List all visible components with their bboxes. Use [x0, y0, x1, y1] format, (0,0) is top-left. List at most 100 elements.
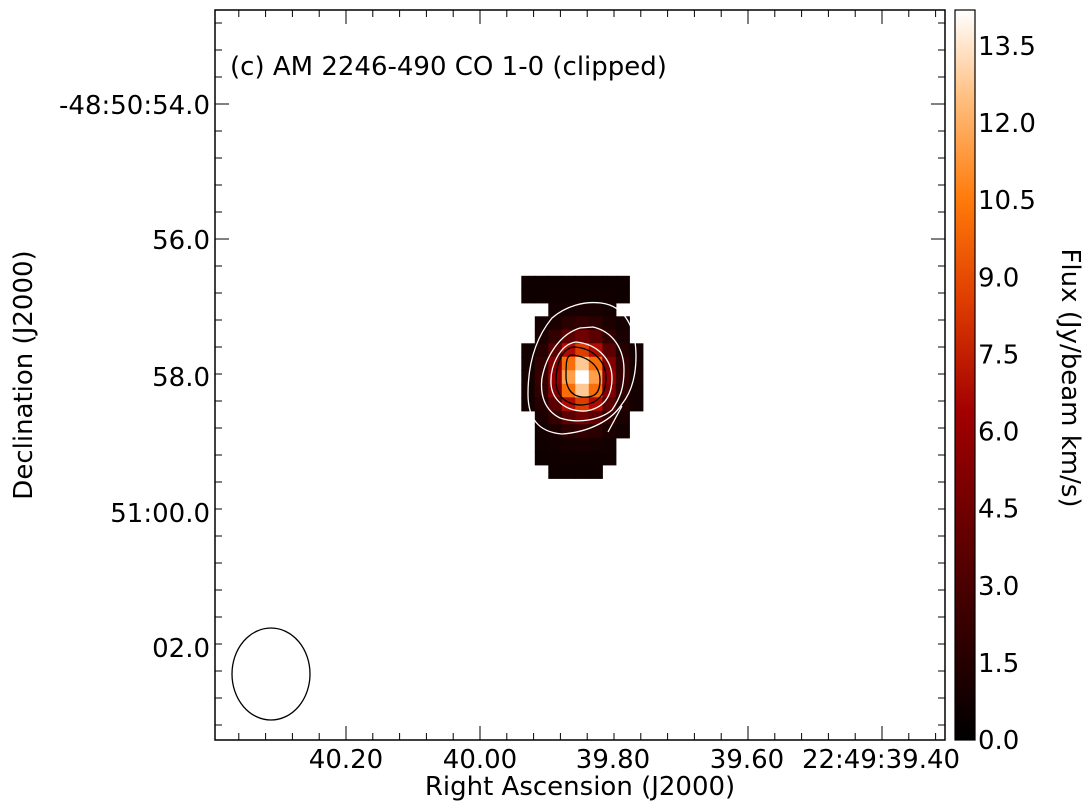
heatmap-pixel: [534, 289, 549, 304]
heatmap-pixel: [588, 370, 603, 385]
heatmap-pixel: [588, 464, 603, 479]
contour-black-level-2: [565, 354, 601, 398]
contour-black-level-1: [555, 346, 607, 406]
heatmap-pixel: [575, 370, 590, 385]
heatmap-pixel: [534, 356, 549, 371]
heatmap-pixel: [588, 437, 603, 452]
heatmap-pixel: [602, 316, 617, 331]
heatmap-pixel: [561, 356, 576, 371]
heatmap-pixel: [602, 275, 617, 290]
heatmap-pixel: [561, 289, 576, 304]
colorbar-tick-label: 4.5: [978, 495, 1019, 525]
colorbar-tick-label: 10.5: [978, 186, 1036, 216]
heatmap-pixel: [602, 329, 617, 344]
heatmap-pixel: [561, 410, 576, 425]
heatmap-pixel: [588, 424, 603, 439]
heatmap-pixel: [588, 451, 603, 466]
x-tick-label: 40.00: [443, 745, 517, 775]
heatmap-pixel: [534, 275, 549, 290]
heatmap-pixel: [548, 437, 563, 452]
heatmap-pixel: [629, 397, 644, 412]
heatmap-pixel: [588, 329, 603, 344]
heatmap-pixel: [548, 275, 563, 290]
heatmap-pixel: [548, 464, 563, 479]
heatmap-pixel: [521, 356, 536, 371]
heatmap-pixel: [588, 275, 603, 290]
colorbar-tick-label: 12.0: [978, 109, 1036, 139]
heatmap-pixel: [615, 383, 630, 398]
heatmap-pixel: [521, 289, 536, 304]
heatmap-pixel: [534, 437, 549, 452]
contour-layer: [527, 301, 637, 435]
heatmap-pixel: [588, 356, 603, 371]
heatmap-pixel: [575, 316, 590, 331]
heatmap-pixel: [602, 289, 617, 304]
heatmap-pixel: [615, 329, 630, 344]
x-axis-label: Right Ascension (J2000): [425, 772, 735, 802]
heatmap-pixel: [548, 397, 563, 412]
heatmap-pixel: [602, 424, 617, 439]
heatmap-pixel: [521, 275, 536, 290]
heatmap-pixel: [602, 370, 617, 385]
colorbar-tick-label: 13.5: [978, 32, 1036, 62]
heatmap-pixel: [615, 275, 630, 290]
plot-frame: [214, 9, 946, 741]
heatmap-pixel: [615, 370, 630, 385]
y-tick-label: 02.0: [152, 634, 210, 664]
colorbar-tick-label: 3.0: [978, 572, 1019, 602]
heatmap-pixel: [521, 343, 536, 358]
heatmap-pixel: [588, 397, 603, 412]
contour-white-level-4: [607, 405, 623, 433]
heatmap-pixel: [534, 451, 549, 466]
heatmap-pixel: [534, 343, 549, 358]
heatmap-pixel: [561, 370, 576, 385]
heatmap-pixel: [561, 329, 576, 344]
colorbar-tick-label: 1.5: [978, 649, 1019, 679]
heatmap-pixel: [548, 410, 563, 425]
heatmap-pixel: [575, 302, 590, 317]
colorbar: [954, 9, 976, 741]
y-tick-label: 58.0: [152, 363, 210, 393]
heatmap-pixel: [588, 289, 603, 304]
heatmap-pixel: [615, 289, 630, 304]
heatmap-pixel: [534, 410, 549, 425]
contour-white-level-2: [540, 326, 625, 422]
heatmap-pixel: [575, 343, 590, 358]
heatmap-pixel: [548, 329, 563, 344]
heatmap-pixel: [561, 437, 576, 452]
y-tick-label: -48:50:54.0: [59, 91, 210, 121]
chart-title: (c) AM 2246-490 CO 1-0 (clipped): [230, 52, 667, 82]
heatmap-pixel: [548, 424, 563, 439]
colorbar-tick-label: 7.5: [978, 340, 1019, 370]
heatmap-pixel: [575, 329, 590, 344]
colorbar-tick-label: 6.0: [978, 418, 1019, 448]
heatmap-pixel: [561, 316, 576, 331]
heatmap-pixel: [615, 356, 630, 371]
colorbar-ticks: 0.0 1.5 3.0 4.5 6.0 7.5 9.0 10.5 12.0 13.5: [978, 32, 1036, 756]
y-tick-label: 56.0: [152, 226, 210, 256]
axis-ticks: [215, 10, 945, 740]
colorbar-label: Flux (Jy/beam km/s): [1055, 248, 1085, 507]
heatmap-pixel: [615, 424, 630, 439]
heatmap-pixel: [561, 424, 576, 439]
heatmap-pixel: [575, 451, 590, 466]
heatmap-pixel: [575, 437, 590, 452]
heatmap-pixel: [561, 464, 576, 479]
heatmap-pixel: [575, 464, 590, 479]
colorbar-tick-label: 0.0: [978, 726, 1019, 756]
heatmap-pixel: [629, 383, 644, 398]
heatmap-pixel: [575, 275, 590, 290]
heatmap-pixel: [602, 437, 617, 452]
heatmap-pixel: [575, 410, 590, 425]
heatmap-pixel: [534, 424, 549, 439]
heatmap-pixel: [588, 302, 603, 317]
heatmap-pixel: [548, 316, 563, 331]
heatmap-pixel: [534, 397, 549, 412]
x-tick-label: 39.80: [576, 745, 650, 775]
x-tick-label: 39.60: [710, 745, 784, 775]
contour-white-level-3: [550, 341, 613, 412]
contour-white-level-1: [527, 301, 637, 435]
heatmap-pixel: [629, 370, 644, 385]
beam-ellipse: [231, 627, 311, 721]
heatmap-pixel: [575, 356, 590, 371]
